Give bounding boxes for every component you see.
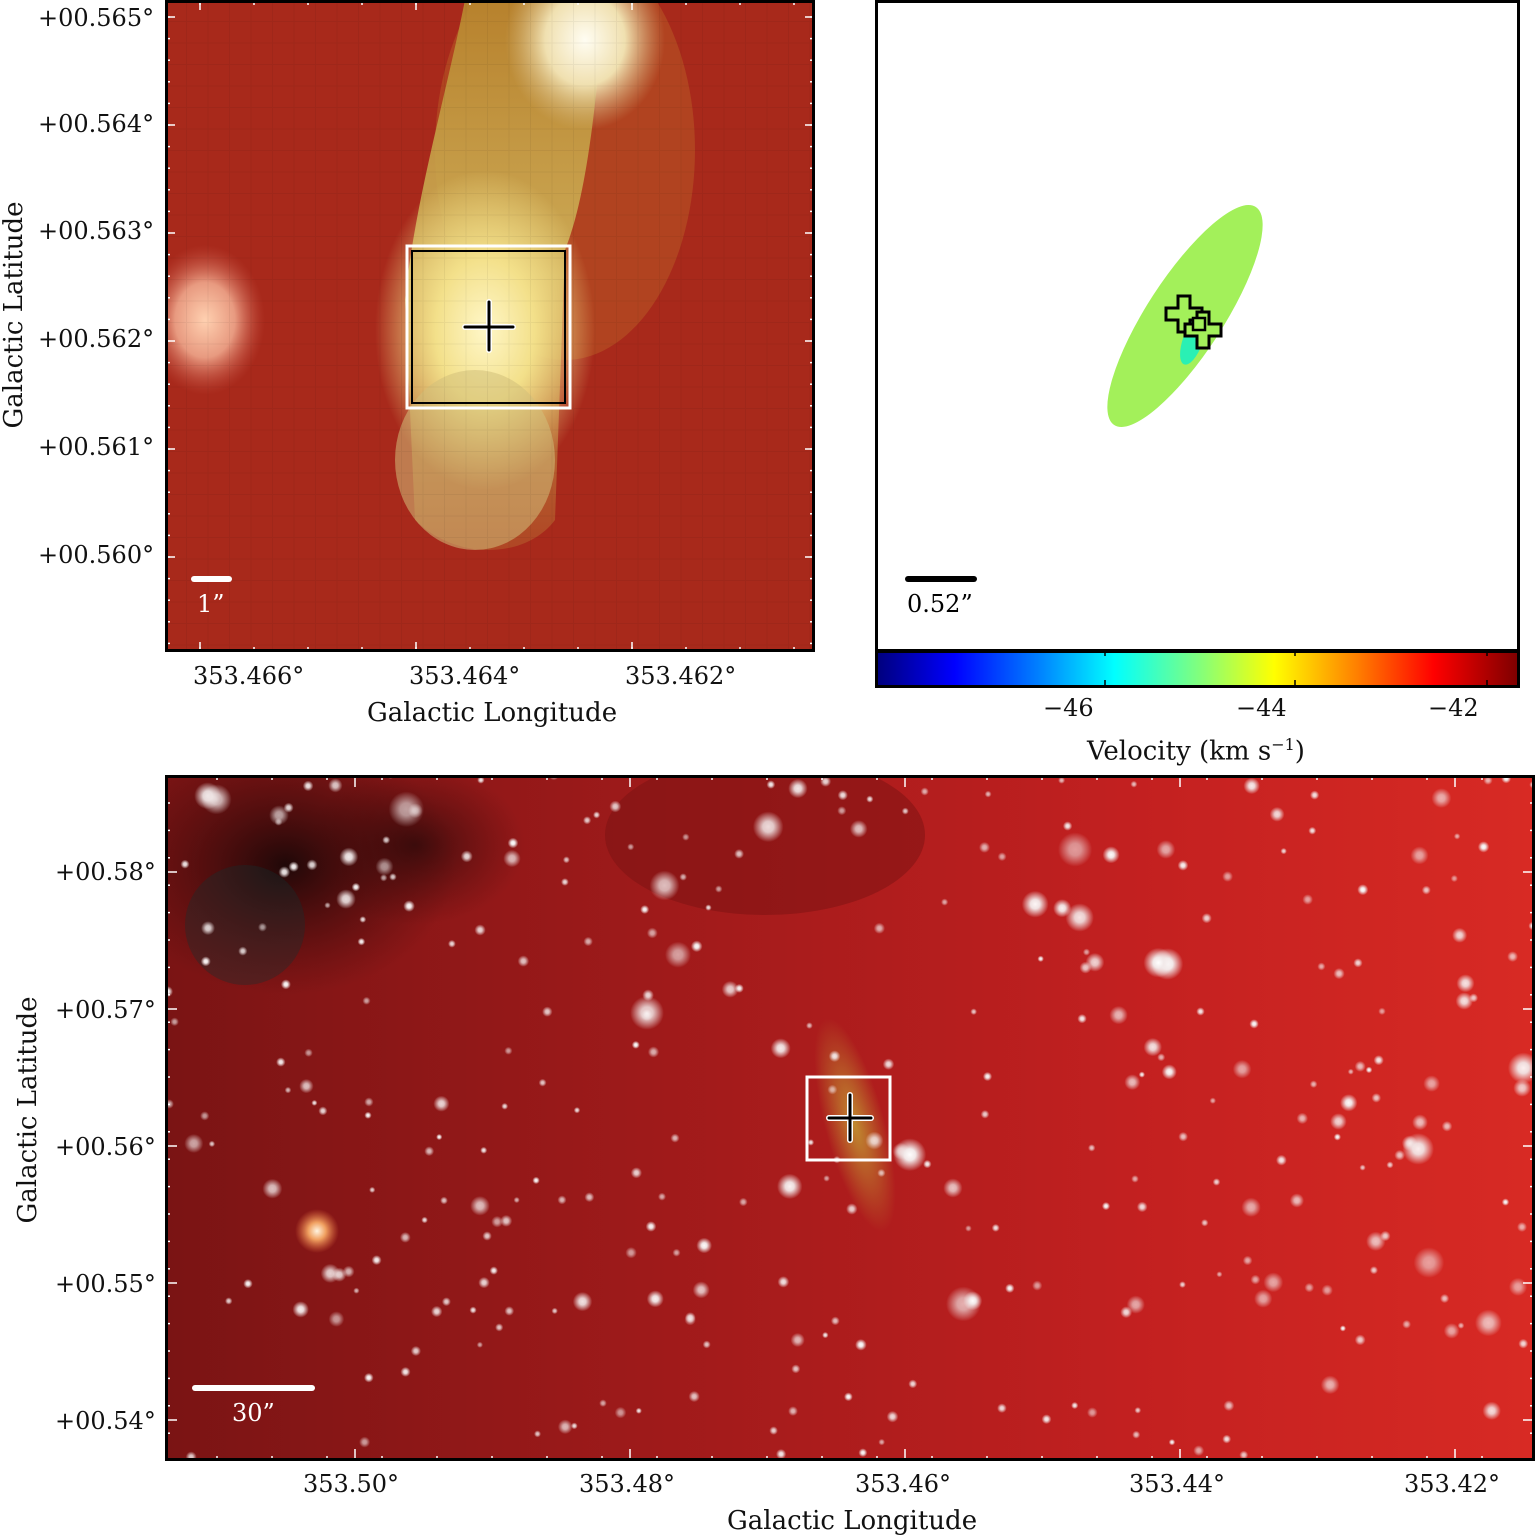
zoom-image — [165, 0, 815, 652]
colorbar-tick-label: −42 — [1428, 694, 1479, 722]
velocity-map — [905, 205, 1263, 582]
x-tick-label: 353.46° — [855, 1470, 951, 1498]
zoom-y-axis-title: Galactic Latitude — [0, 201, 29, 429]
colorbar-tick-label: −46 — [1043, 694, 1094, 722]
wide-scalebar-label: 30” — [232, 1399, 275, 1427]
velocity-map-panel: 0.52” — [875, 0, 1520, 652]
zoom-scalebar-label: 1” — [197, 590, 225, 618]
x-tick-label: 353.50° — [303, 1470, 399, 1498]
y-tick-label: +00.563° — [38, 217, 155, 245]
x-tick-label: 353.466° — [193, 662, 305, 690]
zoom-x-axis-title: Galactic Longitude — [367, 698, 618, 728]
y-tick-label: +00.564° — [38, 110, 155, 138]
x-tick-label: 353.48° — [579, 1470, 675, 1498]
y-tick-label: +00.562° — [38, 325, 155, 353]
velocity-scalebar-label: 0.52” — [907, 590, 973, 618]
x-tick-label: 353.42° — [1404, 1470, 1500, 1498]
crosshair-marker-wide — [826, 1092, 874, 1143]
y-tick-label: +00.565° — [38, 4, 155, 32]
x-tick-label: 353.44° — [1129, 1470, 1225, 1498]
wide-field-image — [165, 775, 1535, 1461]
y-tick-label: +00.57° — [55, 996, 156, 1024]
colorbar-title: Velocity (km s−1) — [1087, 735, 1305, 767]
wide-field-panel: 30” — [165, 775, 1535, 1461]
y-tick-label: +00.58° — [55, 858, 156, 886]
crosshair-marker — [462, 299, 516, 353]
y-tick-label: +00.54° — [55, 1407, 156, 1435]
colorbar-tick-label: −44 — [1236, 694, 1287, 722]
zoom-image-panel: 1” — [165, 0, 815, 652]
y-tick-label: +00.561° — [38, 433, 155, 461]
x-tick-label: 353.462° — [625, 662, 737, 690]
y-tick-label: +00.56° — [55, 1133, 156, 1161]
velocity-colorbar — [875, 650, 1520, 688]
wide-y-axis-title: Galactic Latitude — [13, 996, 43, 1224]
y-tick-label: +00.55° — [55, 1270, 156, 1298]
x-tick-label: 353.464° — [409, 662, 521, 690]
wide-x-axis-title: Galactic Longitude — [727, 1506, 978, 1536]
y-tick-label: +00.560° — [38, 541, 155, 569]
